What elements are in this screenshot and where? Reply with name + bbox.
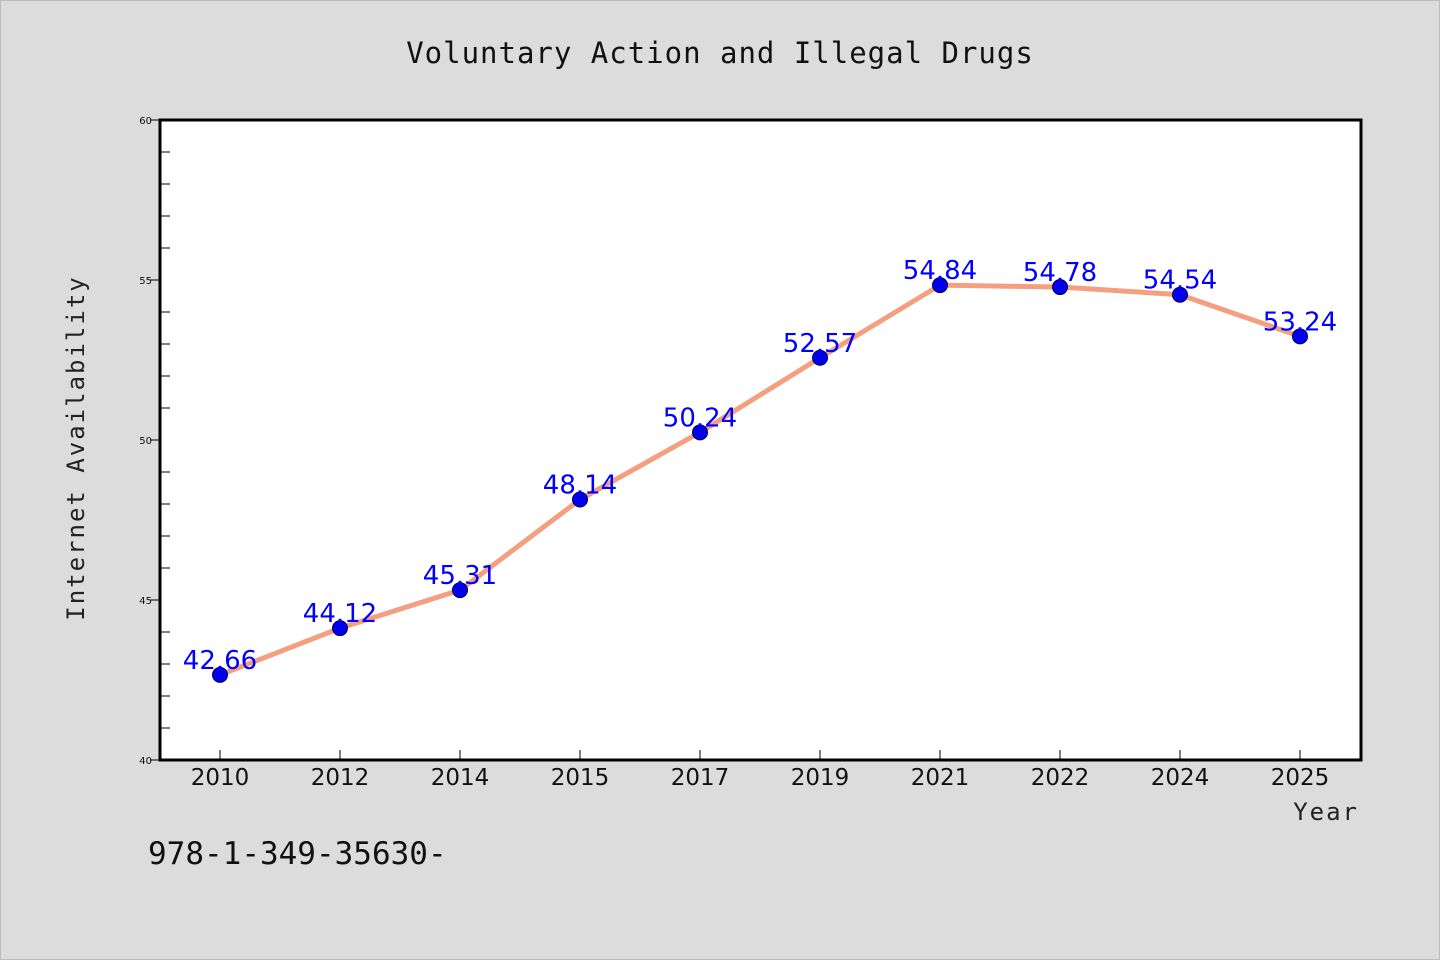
data-label: 50.24: [663, 403, 737, 433]
data-label: 54.84: [903, 256, 977, 286]
plot-area: [160, 120, 1361, 760]
y-axis-label: Internet Availability: [62, 275, 90, 620]
plot-border: [158, 118, 1363, 762]
data-point: [692, 424, 708, 441]
x-tick-label: 2022: [1031, 765, 1090, 791]
data-labels-group: 42.66 44.12 45.31 48.14 50.24 52.57 54.84 54.78…: [183, 256, 1337, 676]
data-point: [1052, 279, 1068, 296]
data-point: [1292, 328, 1308, 345]
x-tick-label: 2015: [551, 765, 610, 791]
y-tick-label: 45: [139, 596, 152, 607]
chart-title: Voluntary Action and Illegal Drugs: [406, 36, 1034, 70]
data-point: [932, 277, 948, 294]
y-tick-label: 40: [139, 756, 152, 767]
data-label: 45.31: [423, 561, 497, 591]
x-tick-label: 2010: [191, 765, 250, 791]
data-point: [332, 620, 348, 637]
y-tick-label: 60: [139, 116, 152, 127]
x-axis-label: Year: [1293, 798, 1359, 826]
data-label: 52.57: [783, 329, 857, 359]
y-tick-label: 55: [139, 276, 152, 287]
x-tick-label: 2012: [311, 765, 370, 791]
data-label: 54.54: [1143, 266, 1217, 296]
x-tick-label: 2021: [911, 765, 970, 791]
data-point: [812, 349, 828, 366]
data-label: 48.14: [543, 471, 617, 501]
data-label: 44.12: [303, 599, 377, 629]
series-line-group: [217, 282, 1303, 678]
data-point: [452, 582, 468, 599]
data-label: 42.66: [183, 646, 257, 676]
x-tick-label: 2024: [1151, 765, 1210, 791]
y-axis: 40 45 50 55 60: [139, 116, 170, 767]
data-label: 54.78: [1023, 258, 1097, 288]
data-point: [212, 666, 228, 683]
data-label: 53.24: [1263, 307, 1337, 337]
x-tick-label: 2025: [1271, 765, 1330, 791]
markers-group: [212, 277, 1308, 683]
x-tick-label: 2014: [431, 765, 490, 791]
x-tick-label: 2019: [791, 765, 850, 791]
y-tick-label: 50: [139, 436, 152, 447]
series-line: [217, 282, 1303, 678]
data-point: [1172, 286, 1188, 303]
x-tick-label: 2017: [671, 765, 730, 791]
data-point: [572, 491, 588, 508]
x-axis: 2010 2012 2014 2015 2017 2019 2021 2022 2024 2025: [191, 750, 1330, 791]
isbn-code: 978-1-349-35630-: [148, 836, 447, 872]
